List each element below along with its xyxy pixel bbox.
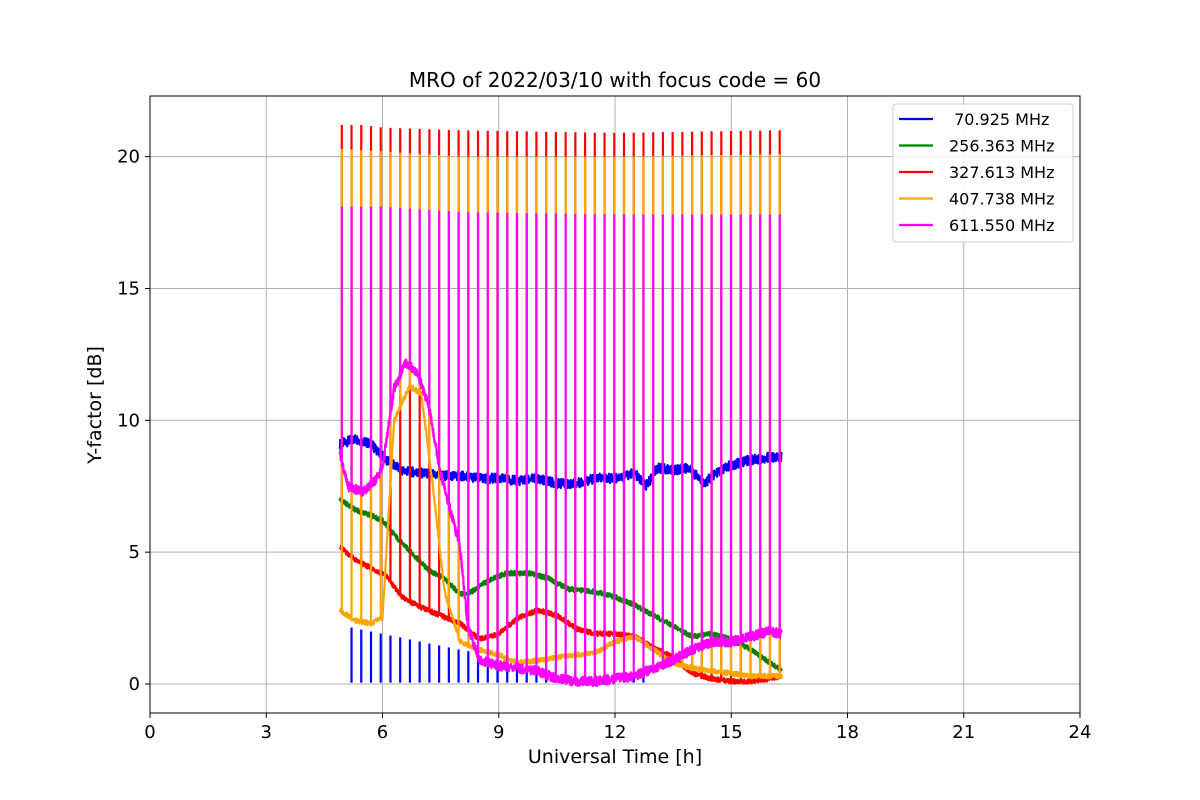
legend-label: 70.925 MHz xyxy=(949,110,1049,129)
series-line xyxy=(339,544,783,685)
x-tick-label: 0 xyxy=(144,722,155,743)
x-tick-label: 21 xyxy=(952,722,975,743)
chart-title: MRO of 2022/03/10 with focus code = 60 xyxy=(409,68,821,92)
x-tick-label: 6 xyxy=(377,722,388,743)
x-tick-label: 12 xyxy=(604,722,627,743)
x-tick-label: 18 xyxy=(836,722,859,743)
y-tick-label: 0 xyxy=(129,674,140,695)
y-tick-label: 5 xyxy=(129,542,140,563)
series-line xyxy=(338,383,783,680)
legend-label: 611.550 MHz xyxy=(949,216,1054,235)
series-line xyxy=(338,497,783,672)
y-tick-label: 15 xyxy=(117,278,140,299)
x-tick-label: 24 xyxy=(1069,722,1092,743)
series-4 xyxy=(338,206,783,688)
legend-label: 327.613 MHz xyxy=(949,163,1054,182)
legend: 70.925 MHz 256.363 MHz 327.613 MHz 407.738 … xyxy=(892,103,1074,243)
legend-box xyxy=(892,103,1074,243)
y-axis-title: Y-factor [dB] xyxy=(84,346,106,465)
x-tick-label: 15 xyxy=(720,722,743,743)
series-line xyxy=(338,434,783,491)
y-tick-label: 10 xyxy=(117,410,140,431)
legend-label: 256.363 MHz xyxy=(949,137,1054,156)
x-tick-label: 3 xyxy=(261,722,272,743)
plot-area xyxy=(338,125,783,688)
axis-ticks: 0 3 6 9 12 15 18 21 24 0 5 10 15 20 xyxy=(117,147,1091,743)
legend-label: 407.738 MHz xyxy=(949,190,1054,209)
x-axis-title: Universal Time [h] xyxy=(528,746,702,768)
series-line xyxy=(338,358,783,688)
series-1 xyxy=(338,497,783,672)
y-tick-label: 20 xyxy=(117,147,140,168)
x-tick-label: 9 xyxy=(493,722,504,743)
